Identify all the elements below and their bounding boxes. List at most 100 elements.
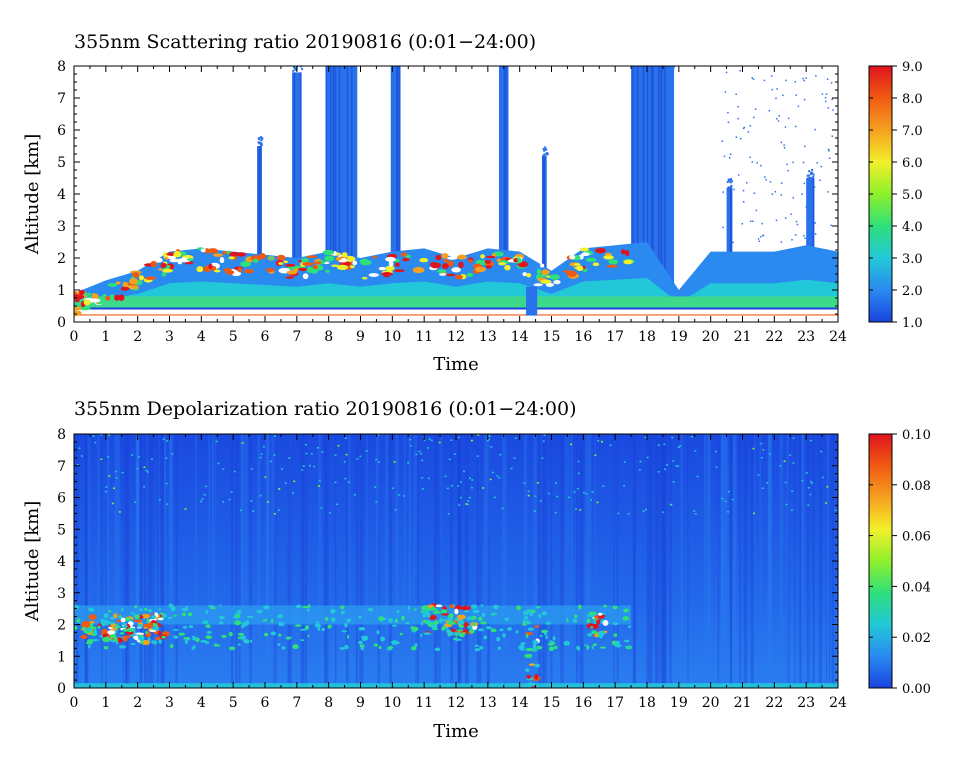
column-speck: [338, 58, 340, 60]
x-tick-label: 22: [765, 329, 783, 345]
noise-speck: [596, 501, 599, 504]
depol-streak: [435, 434, 438, 688]
depol-streak: [660, 434, 665, 688]
noise-speck: [241, 442, 244, 444]
noise-speck: [293, 480, 296, 483]
layer-speck: [88, 607, 94, 612]
layer-speck: [457, 638, 462, 641]
cloud-speck: [225, 269, 235, 275]
noise-speck: [374, 486, 377, 489]
depol-streak: [540, 434, 543, 688]
noise-speck: [657, 444, 660, 446]
column-speck: [662, 56, 664, 58]
layer-speck: [480, 621, 487, 625]
depol-streak: [502, 434, 505, 688]
column-speck: [261, 137, 264, 140]
column-speck: [343, 62, 345, 64]
noise-speck: [644, 436, 647, 439]
x-tick-label: 16: [574, 329, 592, 345]
upper-speck: [721, 140, 724, 142]
depol-cluster-speck: [602, 620, 609, 626]
upper-speck: [764, 176, 766, 178]
column-speck: [335, 61, 337, 63]
cloud-speck: [83, 299, 91, 306]
noise-speck: [602, 485, 605, 487]
noise-speck: [486, 439, 489, 442]
upper-speck: [785, 79, 787, 82]
noise-speck: [165, 457, 168, 459]
depol-streak: [385, 434, 389, 688]
colorbar-ticks: 1.0 2.0 3.0 4.0 5.0 6.0 7.0 8.0 9.0: [869, 60, 923, 331]
column-speck: [499, 60, 501, 62]
depol-streak: [439, 434, 442, 688]
noise-speck: [301, 469, 304, 471]
upper-speck: [828, 150, 830, 152]
cloud-specks: [74, 70, 834, 317]
cloud-speck: [526, 273, 532, 278]
column-streak: [396, 66, 398, 322]
cloud-speck: [120, 286, 130, 291]
layer-speck: [584, 643, 587, 647]
column-speck: [658, 62, 660, 64]
depol-streak: [148, 434, 152, 688]
noise-speck: [810, 482, 813, 484]
depol-streak: [458, 434, 463, 688]
column-speck: [395, 62, 397, 64]
depol-cluster-speck: [456, 614, 466, 620]
noise-speck: [446, 487, 449, 490]
x-tick-label: 7: [292, 329, 301, 345]
layer-speck: [145, 631, 149, 634]
x-tick-label: 13: [479, 695, 497, 711]
layer-speck: [191, 638, 198, 641]
layer-speck: [263, 632, 269, 637]
x-tick-label: 18: [638, 695, 656, 711]
layer-speck: [341, 630, 348, 633]
x-tick-label: 5: [229, 329, 238, 345]
column-speck: [292, 69, 295, 72]
column-streak: [543, 155, 546, 322]
layer-speck: [134, 605, 138, 609]
cloud-speck: [186, 258, 194, 261]
noise-speck: [657, 470, 660, 473]
noise-speck: [671, 436, 674, 439]
depol-cluster-speck: [120, 617, 126, 623]
chart-title: 355nm Depolarization ratio 20190816 (0:0…: [74, 398, 576, 420]
cloud-speck: [336, 264, 349, 271]
column-streak: [661, 66, 663, 322]
column-speck: [347, 63, 349, 65]
cloud-speck: [504, 264, 511, 271]
depol-cluster-speck: [158, 630, 162, 636]
noise-speck: [344, 437, 347, 439]
upper-speck: [820, 165, 822, 168]
upper-speck: [768, 110, 771, 112]
cloud-speck: [265, 268, 275, 272]
depol-cluster-speck: [114, 624, 119, 630]
noise-speck: [426, 447, 429, 449]
noise-speck: [489, 478, 492, 481]
depol-cluster-speck: [534, 625, 540, 628]
layer-speck: [599, 646, 607, 649]
layer-speck: [205, 624, 211, 628]
layer-speck: [389, 645, 393, 649]
noise-speck: [240, 509, 243, 512]
noise-speck: [423, 439, 426, 441]
noise-speck: [450, 485, 453, 487]
cloud-speck: [443, 258, 449, 263]
layer-speck: [591, 645, 594, 650]
depol-streak: [730, 434, 732, 688]
noise-speck: [162, 438, 165, 441]
noise-speck: [143, 486, 146, 488]
layer-speck: [170, 606, 176, 612]
depol-cluster-speck: [149, 629, 157, 633]
noise-speck: [165, 482, 168, 485]
plot-area: [74, 434, 838, 688]
depol-streak: [125, 434, 130, 688]
layer-speck: [572, 618, 578, 623]
depol-cluster-speck: [532, 678, 540, 681]
upper-speck: [780, 141, 783, 144]
upper-speck: [792, 161, 794, 164]
layer-speck: [496, 636, 501, 642]
upper-speck: [794, 234, 797, 236]
column-speck: [656, 63, 658, 65]
layer-speck: [139, 608, 144, 612]
